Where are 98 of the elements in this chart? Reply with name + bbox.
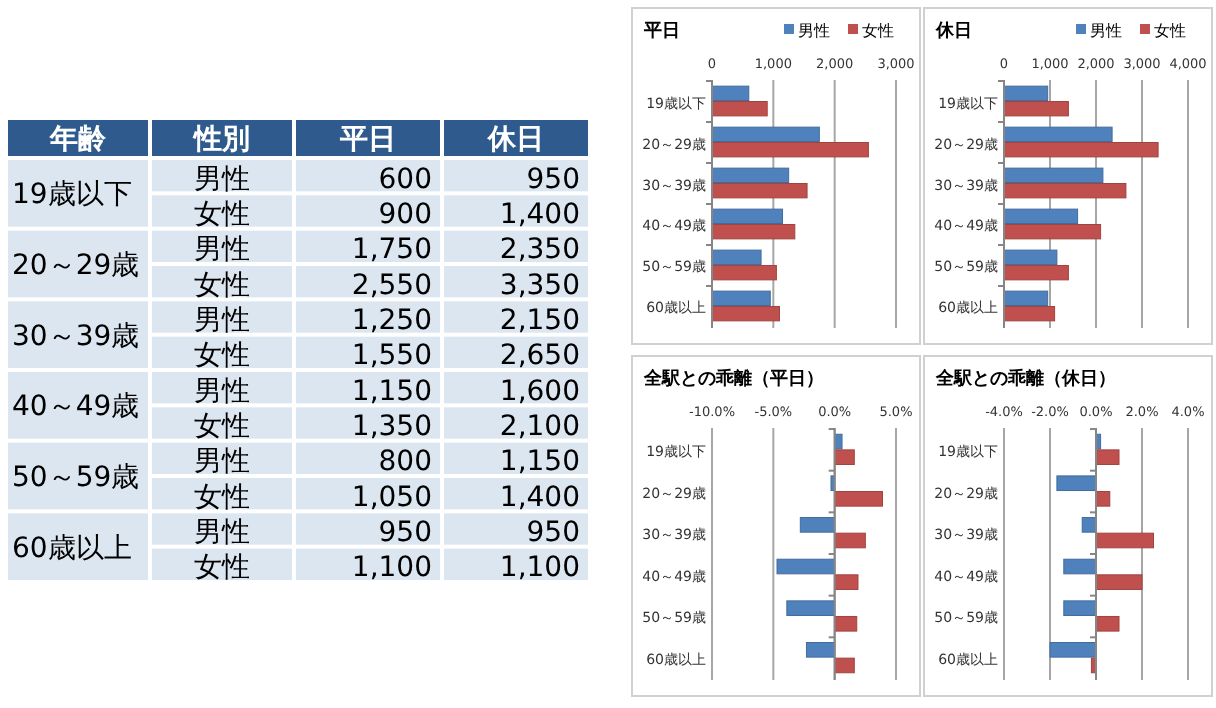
bar [1003, 101, 1069, 117]
chart-title: 平日 [642, 20, 680, 42]
category-label: 女性 [194, 552, 250, 585]
bar [711, 167, 790, 183]
text: 20～29歳 [12, 250, 140, 282]
bar [1003, 249, 1058, 265]
bar [1095, 615, 1120, 632]
bar [711, 208, 784, 224]
category-label: 男性 [194, 375, 250, 408]
bar [711, 249, 762, 265]
category-label: 女性 [194, 481, 250, 514]
legend-label: 男性 [1090, 22, 1122, 40]
bar [711, 264, 777, 281]
data-label: 950 [526, 163, 580, 196]
text: 50～59歳 [12, 462, 140, 494]
bar [1056, 475, 1097, 492]
bar [1003, 305, 1056, 322]
data-label: 800 [378, 446, 432, 479]
bar [1063, 600, 1097, 616]
category-label: 男性 [194, 305, 250, 337]
category-label: 女性 [194, 411, 250, 443]
bar [834, 491, 884, 507]
data-label: 1,100 [499, 552, 580, 585]
bar [1003, 183, 1127, 199]
data-label: 1,600 [499, 375, 580, 408]
bar [834, 532, 866, 549]
data-label: 2,550 [351, 269, 432, 302]
category-label: 女性 [194, 199, 250, 231]
data-label: 1,250 [351, 305, 432, 337]
bar [711, 305, 780, 322]
text: 30～39歳 [12, 320, 140, 353]
bar [1003, 224, 1102, 240]
bar [1081, 517, 1097, 533]
data-label: 1,150 [351, 375, 432, 408]
category-label: 女性 [194, 340, 250, 373]
bar [1003, 290, 1049, 306]
bar [1095, 449, 1120, 465]
bar [776, 558, 836, 575]
data-label: 2,350 [499, 234, 580, 267]
bar [1003, 167, 1104, 183]
legend-label: 女性 [1154, 22, 1186, 40]
category-label: 男性 [194, 517, 250, 549]
bar [1095, 574, 1143, 590]
text: 性別 [192, 124, 250, 156]
text: 19歳以下 [12, 179, 132, 212]
data-label: 1,400 [499, 199, 580, 231]
bar [711, 101, 768, 117]
bar [799, 517, 836, 533]
bar [711, 126, 820, 143]
bar [711, 290, 771, 306]
data-label: 950 [526, 517, 580, 549]
data-label: 3,350 [499, 269, 580, 302]
bar [1063, 558, 1097, 575]
data-label: 1,150 [499, 446, 580, 479]
data-label: 2,150 [499, 305, 580, 337]
data-label: 600 [378, 163, 432, 196]
bar [1049, 642, 1097, 658]
data-label: 900 [378, 199, 432, 231]
data-label: 1,350 [351, 411, 432, 443]
series-label: 休日 [486, 124, 544, 156]
category-label: 女性 [194, 269, 250, 302]
bar [805, 642, 836, 658]
bar [711, 183, 808, 199]
text: 40～49歳 [12, 391, 140, 424]
bar [834, 449, 855, 465]
chart-title: 全駅との乖離（平日） [642, 368, 824, 390]
bar [1003, 264, 1069, 281]
category-label: 男性 [194, 163, 250, 196]
legend-label: 男性 [798, 22, 830, 40]
data-label: 1,050 [351, 481, 432, 514]
bar [834, 615, 858, 632]
bar [1003, 208, 1079, 224]
data-label: 2,100 [499, 411, 580, 443]
bar [1003, 142, 1159, 158]
data-label: 950 [378, 517, 432, 549]
bar [834, 574, 859, 590]
bar [1095, 491, 1111, 507]
bar [1003, 126, 1113, 143]
category-label: 男性 [194, 234, 250, 267]
data-label: 1,400 [499, 481, 580, 514]
category-label: 男性 [194, 446, 250, 479]
bar [1003, 85, 1049, 102]
chart-title: 全駅との乖離（休日） [934, 368, 1116, 390]
bar [711, 85, 750, 102]
data-label: 1,750 [351, 234, 432, 267]
chart-title: 休日 [934, 20, 972, 42]
data-label: 1,100 [351, 552, 432, 585]
series-label: 平日 [338, 124, 396, 156]
bar [786, 600, 836, 616]
data-label: 2,650 [499, 340, 580, 373]
bar [1095, 532, 1154, 549]
bar [711, 224, 796, 240]
data-label: 1,550 [351, 340, 432, 373]
text: 年齢 [48, 124, 108, 156]
bar [711, 142, 869, 158]
legend-label: 女性 [862, 22, 894, 40]
bar [834, 657, 855, 674]
text: 60歳以上 [12, 532, 132, 565]
